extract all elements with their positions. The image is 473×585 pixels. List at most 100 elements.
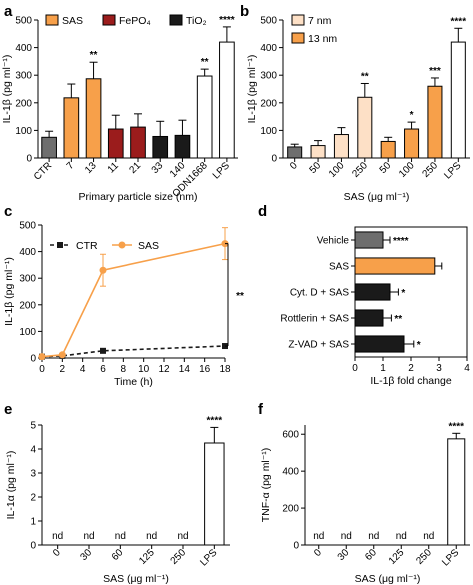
y-tick-label: 200 <box>282 504 299 515</box>
significance-label: ** <box>394 314 402 325</box>
y-tick-label: 100 <box>260 126 277 137</box>
bar-4 <box>354 335 405 353</box>
category-label: Vehicle <box>317 236 350 247</box>
legend-swatch <box>45 14 59 26</box>
x-tick-label: 0 <box>352 363 358 374</box>
panel-label-d: d <box>258 203 267 220</box>
bar-33 <box>152 135 169 159</box>
x-tick-label: 50 <box>378 160 394 176</box>
y-tick-label: 0 <box>293 541 299 552</box>
significance-label: ** <box>236 291 244 302</box>
panel-label-e: e <box>4 401 12 418</box>
data-point-SAS <box>99 266 107 274</box>
chart-c: 0 100 200 300 400 500 0 2 4 6 8 10 12 14 16 18 IL-1β (pg… <box>3 221 244 389</box>
bar-13 <box>85 78 102 159</box>
significance-label: ** <box>90 50 98 61</box>
not-detected-label: nd <box>52 531 63 542</box>
legend-swatch <box>291 32 305 44</box>
y-tick-label: 200 <box>19 300 36 311</box>
x-tick-label: 16 <box>199 364 211 375</box>
significance-label: * <box>401 288 405 299</box>
x-tick-label: LPS <box>442 160 463 181</box>
significance-label: **** <box>393 236 409 247</box>
not-detected-label: nd <box>368 531 379 542</box>
not-detected-label: nd <box>115 531 126 542</box>
y-tick-label: 100 <box>19 327 36 338</box>
y-tick-label: 0 <box>26 154 32 165</box>
legend-label: FePO₄ <box>119 15 151 27</box>
significance-label: ** <box>201 57 209 68</box>
y-axis-label: IL-1α (pg ml⁻¹) <box>5 451 17 520</box>
y-tick-label: 0 <box>30 354 36 365</box>
bar-50 <box>380 140 396 159</box>
y-tick-label: 300 <box>260 71 277 82</box>
y-tick-label: 300 <box>19 274 36 285</box>
x-tick-label: 250 <box>169 547 189 567</box>
y-tick-label: 400 <box>260 43 277 54</box>
bar-LPS <box>447 438 466 546</box>
bar-100 <box>404 128 420 159</box>
bar-LPS <box>204 442 225 546</box>
not-detected-label: nd <box>177 531 188 542</box>
significance-label: *** <box>429 66 441 77</box>
legend-marker <box>118 241 126 249</box>
x-tick-label: 60 <box>363 547 379 563</box>
legend-swatch <box>169 14 183 26</box>
bar-100 <box>333 134 349 159</box>
significance-label: **** <box>448 421 464 432</box>
y-tick-label: 500 <box>15 16 32 27</box>
x-tick-label: LPS <box>198 547 219 568</box>
bar-140 <box>174 134 191 159</box>
bar-0 <box>354 231 384 249</box>
y-tick-label: 100 <box>15 126 32 137</box>
x-tick-label: 250 <box>350 160 370 180</box>
x-tick-label: 13 <box>83 160 99 176</box>
x-tick-label: 18 <box>219 364 231 375</box>
series-line-SAS <box>41 242 226 358</box>
category-label: SAS <box>329 262 349 273</box>
significance-label: ** <box>361 71 369 82</box>
x-tick-label: 12 <box>158 364 170 375</box>
x-tick-label: 0 <box>288 160 300 172</box>
bar-250 <box>427 85 443 159</box>
y-tick-label: 2 <box>30 493 36 504</box>
category-label: Z-VAD + SAS <box>288 340 349 351</box>
x-tick-label: 2 <box>60 364 66 375</box>
x-tick-label: 14 <box>179 364 191 375</box>
significance-label: **** <box>207 415 223 426</box>
data-point-SAS <box>58 351 66 359</box>
y-tick-label: 200 <box>15 98 32 109</box>
bar-0 <box>287 146 303 159</box>
not-detected-label: nd <box>83 531 94 542</box>
category-label: Rottlerin + SAS <box>280 314 349 325</box>
x-tick-label: 6 <box>100 364 106 375</box>
bar-CTR <box>41 136 57 159</box>
bar-50 <box>310 145 326 159</box>
panel-label-a: a <box>4 3 13 20</box>
y-tick-label: 1 <box>30 517 36 528</box>
x-tick-label: 2 <box>408 363 414 374</box>
x-tick-label: 50 <box>308 160 324 176</box>
x-tick-label: 125 <box>137 547 157 567</box>
y-tick-label: 4 <box>30 445 36 456</box>
y-tick-label: 600 <box>282 430 299 441</box>
significance-label: **** <box>451 16 467 27</box>
bar-ODN1668 <box>196 75 213 159</box>
legend-marker <box>57 242 63 248</box>
chart-f: 0 200 400 600 TNF-α (pg ml⁻¹) nd 0 nd 30 nd 60 nd 12… <box>260 421 470 585</box>
legend-label: 13 nm <box>308 33 337 45</box>
legend-swatch <box>102 14 116 26</box>
y-tick-label: 3 <box>30 469 36 480</box>
chart-a: 0 100 200 300 400 500 IL-1β (pg ml⁻¹) CTR 7 ** 13 1… <box>1 14 238 203</box>
bar-1 <box>354 257 436 275</box>
category-label: Cyt. D + SAS <box>290 288 350 299</box>
x-axis-label: SAS (μg ml⁻¹) <box>103 573 169 585</box>
y-tick-label: 500 <box>260 16 277 27</box>
x-tick-label: 11 <box>106 160 121 175</box>
not-detected-label: nd <box>313 531 324 542</box>
x-tick-label: 0 <box>51 547 63 559</box>
x-tick-label: 10 <box>138 364 150 375</box>
x-tick-label: 60 <box>110 547 126 563</box>
